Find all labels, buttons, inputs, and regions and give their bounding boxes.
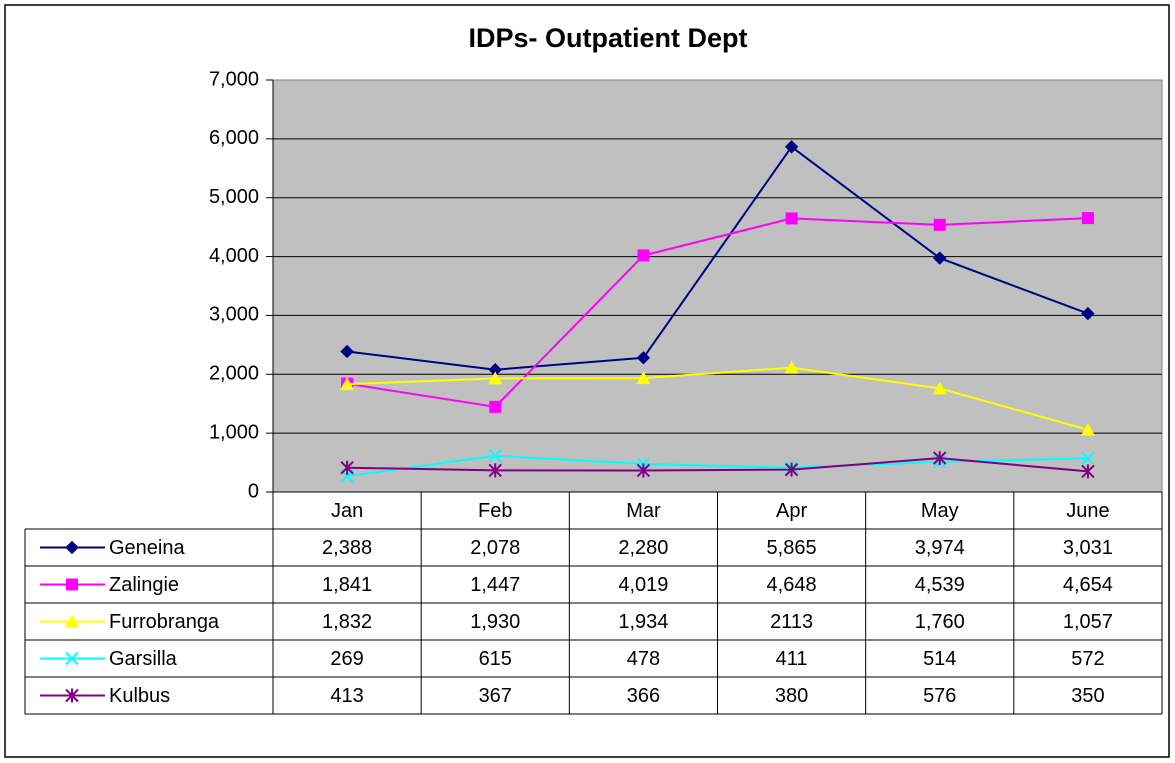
marker xyxy=(784,462,799,477)
table-cell: 3,974 xyxy=(915,537,965,559)
series-line xyxy=(346,217,1088,408)
marker xyxy=(636,371,651,385)
y-tick-label: 1,000 xyxy=(209,421,259,443)
legend-marker xyxy=(65,614,79,628)
legend-label: Kulbus xyxy=(109,685,170,707)
marker xyxy=(1080,422,1095,436)
marker xyxy=(488,463,502,478)
y-tick-label: 7,000 xyxy=(209,68,259,90)
table-cell: 4,654 xyxy=(1063,574,1113,596)
table-cell: 572 xyxy=(1071,648,1104,670)
marker xyxy=(340,344,354,359)
table-cell: 2113 xyxy=(770,611,813,633)
y-tick-label: 6,000 xyxy=(209,127,259,149)
table-cell: 5,865 xyxy=(767,537,817,559)
table-cell: 1,832 xyxy=(322,611,372,633)
marker xyxy=(933,451,947,466)
marker xyxy=(1081,212,1094,225)
y-tick-label: 4,000 xyxy=(209,245,259,267)
legend-label: Garsilla xyxy=(109,648,178,670)
marker xyxy=(489,400,502,413)
marker xyxy=(784,140,799,154)
table-cell: 4,539 xyxy=(915,574,965,596)
x-tick-label: Apr xyxy=(776,500,807,522)
marker xyxy=(340,460,354,475)
marker xyxy=(933,251,947,265)
chart-title: IDPs- Outpatient Dept xyxy=(468,23,747,53)
table-cell: 2,078 xyxy=(470,537,520,559)
marker xyxy=(1081,306,1095,321)
legend-marker xyxy=(65,540,79,555)
table-cell: 411 xyxy=(776,648,808,670)
table-cell: 576 xyxy=(923,685,956,707)
y-tick-label: 0 xyxy=(248,480,259,502)
marker xyxy=(1081,451,1095,466)
table-cell: 2,280 xyxy=(618,537,668,559)
legend-label: Geneina xyxy=(109,537,185,559)
table-cell: 413 xyxy=(330,685,363,707)
marker xyxy=(636,463,651,478)
marker xyxy=(488,449,502,463)
table-cell: 2,388 xyxy=(322,537,372,559)
series-line xyxy=(346,145,1089,371)
y-tick-label: 5,000 xyxy=(209,186,259,208)
marker xyxy=(932,381,947,395)
x-tick-label: May xyxy=(921,500,959,522)
x-tick-label: Feb xyxy=(478,500,512,522)
y-tick-label: 3,000 xyxy=(209,304,259,326)
marker xyxy=(785,212,798,225)
marker xyxy=(488,371,503,385)
table-cell: 514 xyxy=(923,648,956,670)
marker xyxy=(784,360,799,374)
table-cell: 4,019 xyxy=(618,574,668,596)
table-cell: 367 xyxy=(479,685,512,707)
marker xyxy=(340,377,355,391)
plot-area xyxy=(272,79,1163,493)
marker xyxy=(637,249,650,262)
x-tick-label: June xyxy=(1066,500,1109,522)
legend-marker xyxy=(65,651,79,666)
table-cell: 380 xyxy=(775,685,808,707)
table-cell: 1,760 xyxy=(915,611,965,633)
table-cell: 4,648 xyxy=(767,574,817,596)
legend-marker xyxy=(66,578,78,591)
table-cell: 366 xyxy=(627,685,660,707)
table-cell: 1,447 xyxy=(470,574,520,596)
table-cell: 350 xyxy=(1071,685,1104,707)
series-line xyxy=(347,457,1089,473)
table-cell: 615 xyxy=(479,648,512,670)
marker xyxy=(636,351,651,365)
table-cell: 3,031 xyxy=(1063,537,1113,559)
legend-marker xyxy=(65,688,79,703)
legend-label: Furrobranga xyxy=(109,611,220,633)
marker xyxy=(1081,464,1095,479)
x-tick-label: Jan xyxy=(331,500,363,522)
table-cell: 1,934 xyxy=(618,611,668,633)
table-cell: 1,057 xyxy=(1063,611,1113,633)
marker xyxy=(933,218,946,231)
legend-label: Zalingie xyxy=(109,574,179,596)
table-cell: 1,930 xyxy=(470,611,520,633)
table-cell: 478 xyxy=(627,648,660,670)
series-line xyxy=(347,366,1089,431)
table-cell: 1,841 xyxy=(322,574,372,596)
x-tick-label: Mar xyxy=(626,500,661,522)
y-tick-label: 2,000 xyxy=(209,363,259,385)
table-cell: 269 xyxy=(330,648,363,670)
